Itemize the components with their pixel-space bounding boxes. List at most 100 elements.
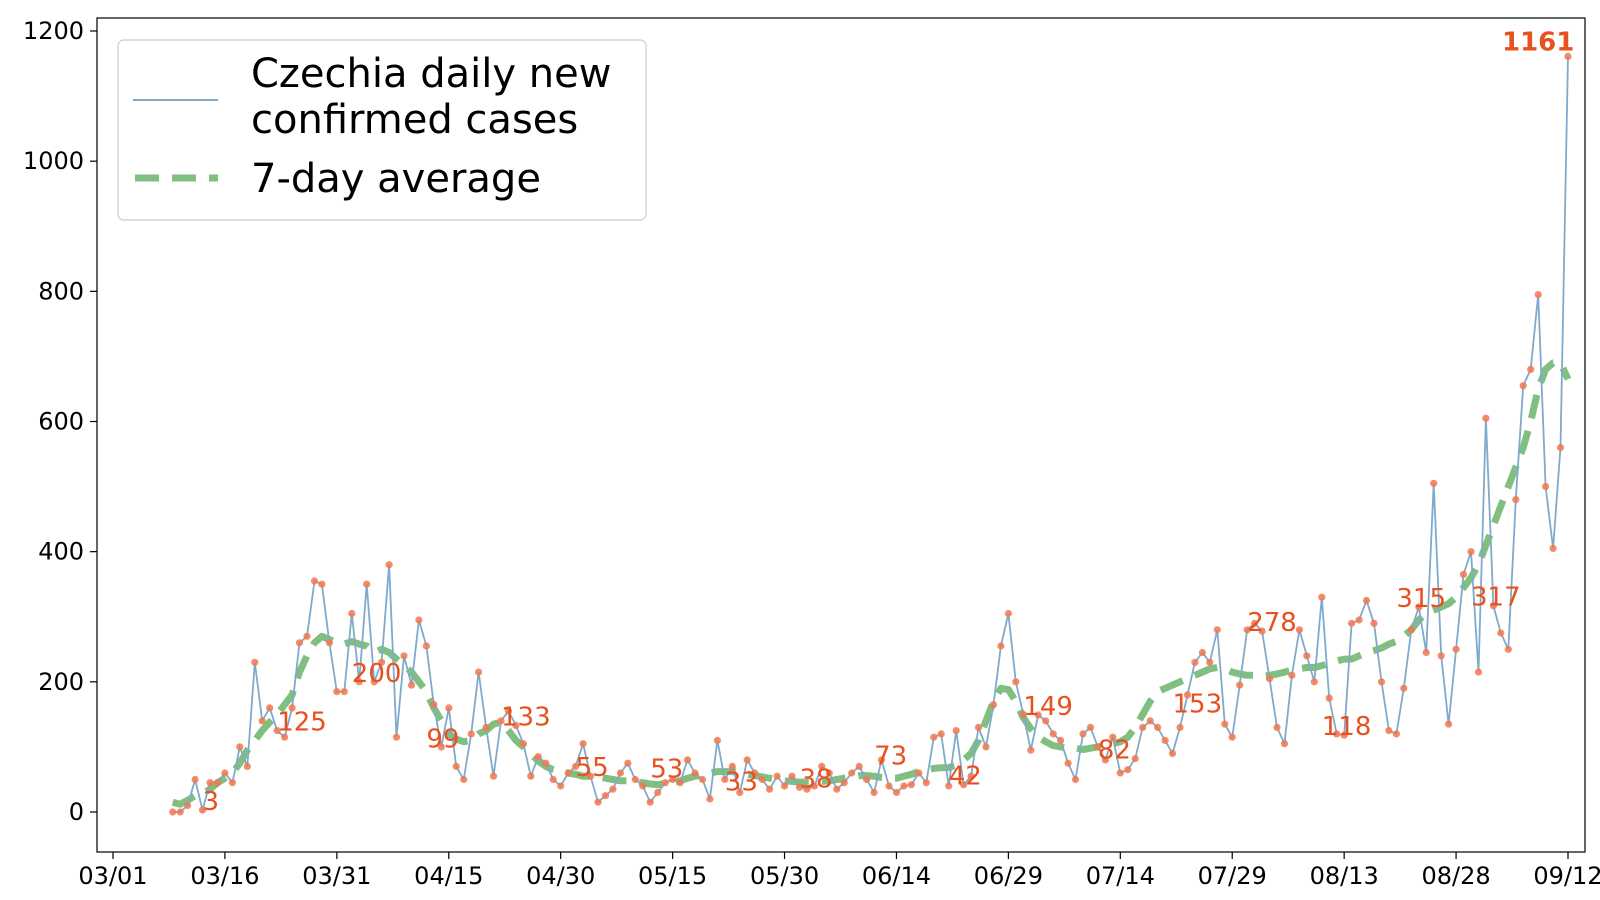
daily-point [1236,681,1244,689]
daily-point [691,769,699,777]
daily-point [788,772,796,780]
daily-point [795,783,804,791]
legend-daily-label-line1: Czechia daily new [251,51,611,97]
daily-point [1422,648,1430,657]
daily-point [1370,619,1378,627]
daily-point [810,782,819,790]
daily-point [758,775,766,784]
daily-point [273,727,281,735]
daily-point [1564,52,1572,61]
value-annotation: 53 [650,755,683,785]
daily-point [1489,602,1497,610]
daily-point [1549,544,1557,553]
daily-point [489,772,498,780]
daily-point [1198,648,1206,657]
daily-point [348,609,356,618]
value-annotation: 99 [426,725,459,755]
daily-point [1161,736,1169,745]
daily-point [340,688,348,696]
daily-point [1243,626,1251,634]
daily-point [460,775,468,784]
value-annotation: 278 [1247,608,1297,638]
daily-point [840,779,848,787]
daily-point [1430,479,1438,487]
daily-point [288,704,296,712]
daily-point [952,727,960,735]
daily-point [1168,749,1177,758]
daily-point [601,792,610,800]
legend-daily-label-line2: confirmed cases [251,97,578,143]
x-tick-label: 06/29 [974,862,1043,890]
daily-point [542,759,550,767]
daily-point [848,769,856,777]
daily-point [430,701,438,709]
daily-point [1280,740,1289,748]
x-tick-label: 03/16 [190,862,259,890]
daily-point [915,769,923,777]
daily-point [258,717,266,725]
x-axis: 03/01 03/16 03/31 04/15 04/30 05/15 05/30 06/14… [78,852,1600,890]
daily-point [1288,671,1296,679]
average-line [171,359,1572,808]
daily-point [1094,743,1102,751]
value-annotation: 133 [501,702,551,732]
daily-point [370,678,378,686]
daily-point [1527,365,1535,373]
y-tick-label: 800 [38,277,84,305]
daily-point [780,782,789,790]
daily-point [624,759,632,767]
daily-point [1348,619,1356,627]
daily-point [527,772,535,780]
daily-point [1519,382,1527,390]
daily-point [437,743,445,751]
daily-point [1273,723,1281,732]
daily-point [974,723,983,732]
daily-point [676,779,684,787]
daily-point [1131,755,1139,763]
daily-point [206,779,214,787]
legend-average-label: 7-day average [251,156,541,202]
peak-annotation: 1161 [1502,27,1574,57]
y-tick-label: 200 [38,668,84,696]
daily-point [1482,414,1490,422]
daily-point [892,788,901,797]
daily-point [385,561,393,569]
daily-point [281,733,289,741]
daily-point [654,788,662,797]
daily-point [482,723,490,732]
daily-point [1004,609,1013,618]
daily-point [1504,645,1512,653]
daily-point [631,775,639,784]
legend: Czechia daily new confirmed cases 7-day … [117,39,647,221]
x-tick-label: 07/14 [1086,862,1155,890]
daily-point [1437,652,1445,660]
daily-point [1146,717,1154,725]
daily-point [1556,443,1565,452]
daily-point [1101,756,1109,764]
daily-point [900,782,908,790]
daily-point [452,762,460,771]
daily-point [325,639,333,647]
daily-point [960,781,968,789]
daily-point [639,782,647,790]
daily-point [1228,733,1236,741]
daily-point [945,782,953,790]
x-tick-label: 07/29 [1198,862,1267,890]
daily-point [609,785,617,793]
daily-point [1497,629,1505,637]
daily-point [497,717,505,725]
daily-point [303,632,311,640]
daily-point [1042,717,1050,725]
daily-point [982,743,990,751]
daily-point [191,775,199,784]
daily-point [586,772,595,780]
daily-point [295,639,304,647]
x-tick-label: 04/15 [414,862,483,890]
daily-point [1512,496,1520,504]
daily-point [1086,723,1095,732]
daily-point [1295,626,1303,634]
daily-point [1318,593,1326,601]
daily-point [1415,603,1423,611]
daily-line [172,56,1569,814]
